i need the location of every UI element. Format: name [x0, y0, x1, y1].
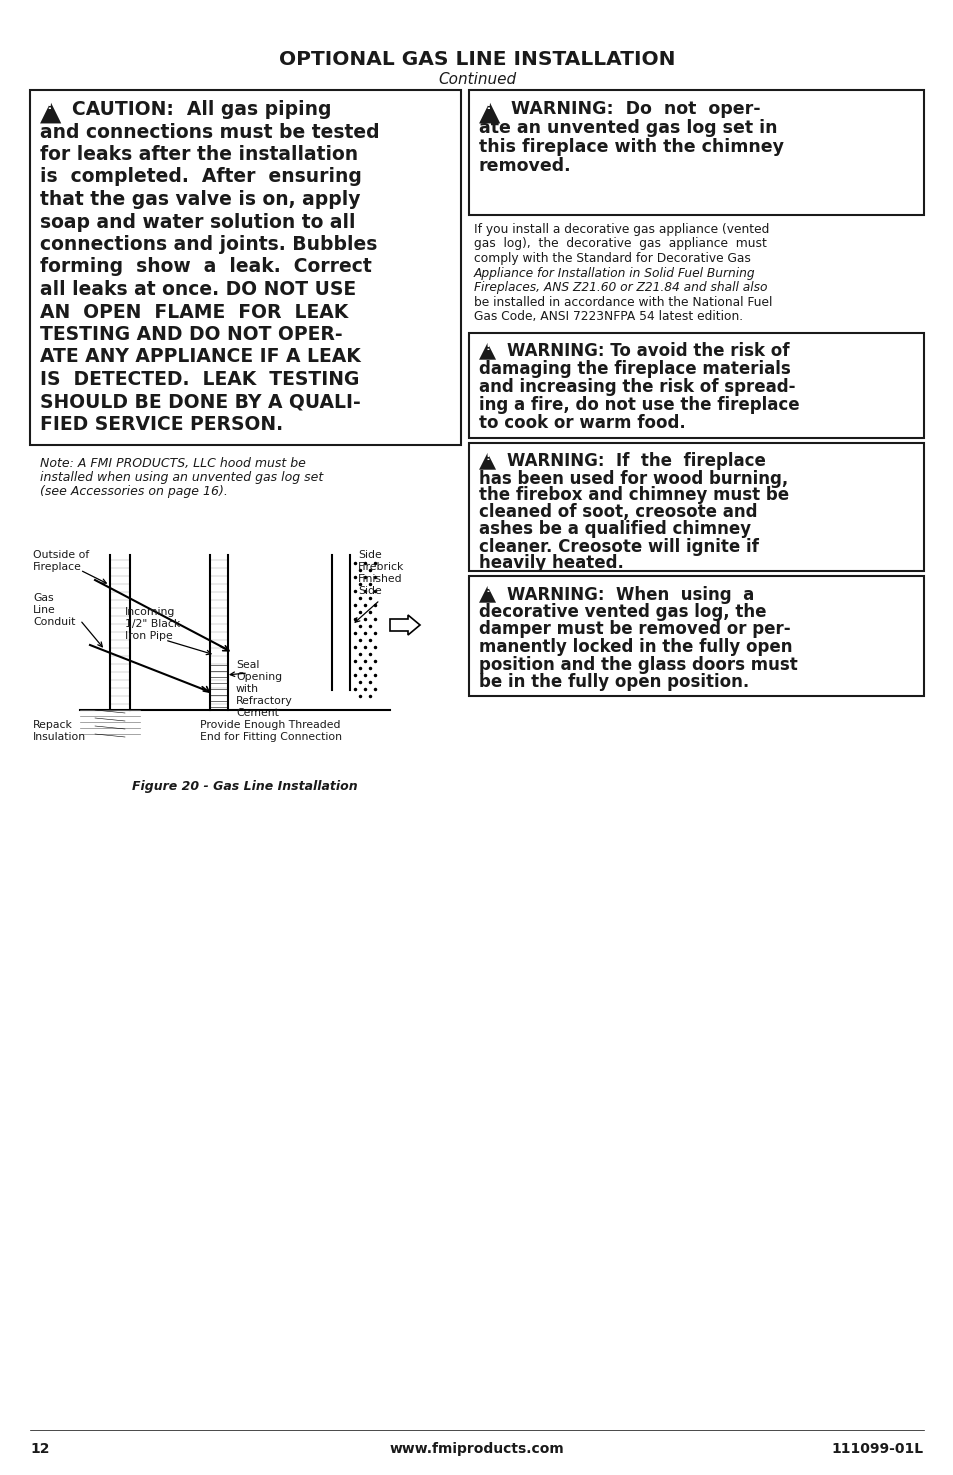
Text: CAUTION:  All gas piping: CAUTION: All gas piping	[71, 100, 331, 119]
Text: WARNING:  When  using  a: WARNING: When using a	[506, 586, 754, 603]
Text: forming  show  a  leak.  Correct: forming show a leak. Correct	[40, 258, 372, 276]
Text: Insulation: Insulation	[33, 732, 86, 742]
Text: manently locked in the fully open: manently locked in the fully open	[478, 639, 792, 656]
Text: that the gas valve is on, apply: that the gas valve is on, apply	[40, 190, 360, 209]
Text: ▲: ▲	[478, 584, 496, 603]
Text: Provide Enough Threaded: Provide Enough Threaded	[200, 720, 340, 730]
Text: !: !	[485, 584, 490, 594]
Text: Side: Side	[357, 586, 381, 596]
Text: www.fmiproducts.com: www.fmiproducts.com	[389, 1443, 564, 1456]
Text: ing a fire, do not use the fireplace: ing a fire, do not use the fireplace	[478, 397, 799, 414]
Text: 1/2" Black: 1/2" Black	[125, 620, 180, 628]
Text: and connections must be tested: and connections must be tested	[40, 122, 379, 142]
Text: damaging the fireplace materials: damaging the fireplace materials	[478, 360, 790, 379]
Text: all leaks at once. DO NOT USE: all leaks at once. DO NOT USE	[40, 280, 355, 299]
Text: Seal: Seal	[235, 659, 259, 670]
Text: be in the fully open position.: be in the fully open position.	[478, 673, 748, 690]
Text: removed.: removed.	[478, 156, 571, 176]
Text: connections and joints. Bubbles: connections and joints. Bubbles	[40, 235, 377, 254]
Text: !: !	[46, 99, 51, 112]
Bar	[30, 90, 460, 445]
Text: FIED SERVICE PERSON.: FIED SERVICE PERSON.	[40, 414, 283, 434]
Bar	[469, 442, 923, 571]
Text: and increasing the risk of spread-: and increasing the risk of spread-	[478, 379, 795, 397]
Text: Outside of: Outside of	[33, 550, 90, 560]
Text: 111099-01L: 111099-01L	[831, 1443, 923, 1456]
Text: ▲: ▲	[478, 341, 496, 360]
Text: ▲: ▲	[478, 450, 496, 471]
Text: gas  log),  the  decorative  gas  appliance  must: gas log), the decorative gas appliance m…	[474, 237, 766, 251]
Text: Finished: Finished	[357, 574, 402, 584]
Text: ▲: ▲	[478, 97, 500, 125]
Text: !: !	[485, 99, 491, 112]
Text: the firebox and chimney must be: the firebox and chimney must be	[478, 487, 788, 504]
Text: OPTIONAL GAS LINE INSTALLATION: OPTIONAL GAS LINE INSTALLATION	[278, 50, 675, 69]
Text: comply with the Standard for Decorative Gas: comply with the Standard for Decorative …	[474, 252, 750, 266]
Text: Appliance for Installation in Solid Fuel Burning: Appliance for Installation in Solid Fuel…	[474, 267, 755, 279]
Text: Cement: Cement	[235, 708, 278, 718]
Text: heavily heated.: heavily heated.	[478, 555, 623, 572]
Text: position and the glass doors must: position and the glass doors must	[478, 655, 797, 674]
Text: Conduit: Conduit	[33, 617, 75, 627]
Text: AN  OPEN  FLAME  FOR  LEAK: AN OPEN FLAME FOR LEAK	[40, 302, 348, 322]
Text: be installed in accordance with the National Fuel: be installed in accordance with the Nati…	[474, 295, 772, 308]
Text: is  completed.  After  ensuring: is completed. After ensuring	[40, 168, 361, 186]
Text: Gas: Gas	[33, 593, 53, 603]
Text: cleaned of soot, creosote and: cleaned of soot, creosote and	[478, 503, 757, 522]
Text: SHOULD BE DONE BY A QUALI-: SHOULD BE DONE BY A QUALI-	[40, 392, 360, 412]
Text: Fireplaces, ANS Z21.60 or Z21.84 and shall also: Fireplaces, ANS Z21.60 or Z21.84 and sha…	[474, 282, 767, 294]
Text: for leaks after the installation: for leaks after the installation	[40, 145, 357, 164]
Text: Fireplace: Fireplace	[33, 562, 82, 572]
Text: Side: Side	[357, 550, 381, 560]
Text: IS  DETECTED.  LEAK  TESTING: IS DETECTED. LEAK TESTING	[40, 370, 359, 389]
Text: WARNING:  Do  not  oper-: WARNING: Do not oper-	[511, 100, 760, 118]
Text: Firebrick: Firebrick	[357, 562, 404, 572]
Text: Iron Pipe: Iron Pipe	[125, 631, 172, 642]
Bar	[469, 332, 923, 438]
Bar	[469, 90, 923, 215]
Text: installed when using an unvented gas log set: installed when using an unvented gas log…	[40, 471, 323, 484]
Text: ATE ANY APPLIANCE IF A LEAK: ATE ANY APPLIANCE IF A LEAK	[40, 348, 360, 366]
Text: WARNING: To avoid the risk of: WARNING: To avoid the risk of	[506, 342, 789, 360]
Text: !: !	[485, 342, 490, 351]
Text: End for Fitting Connection: End for Fitting Connection	[200, 732, 341, 742]
Text: Note: A FMI PRODUCTS, LLC hood must be: Note: A FMI PRODUCTS, LLC hood must be	[40, 457, 306, 471]
Text: Gas Code, ANSI 7223NFPA 54 latest edition.: Gas Code, ANSI 7223NFPA 54 latest editio…	[474, 310, 742, 323]
Text: to cook or warm food.: to cook or warm food.	[478, 414, 685, 432]
Text: has been used for wood burning,: has been used for wood burning,	[478, 469, 787, 488]
Text: this fireplace with the chimney: this fireplace with the chimney	[478, 139, 783, 156]
Text: TESTING AND DO NOT OPER-: TESTING AND DO NOT OPER-	[40, 324, 342, 344]
Text: Figure 20 - Gas Line Installation: Figure 20 - Gas Line Installation	[132, 780, 357, 794]
Text: Refractory: Refractory	[235, 696, 293, 707]
Text: ate an unvented gas log set in: ate an unvented gas log set in	[478, 119, 777, 137]
Text: Incoming: Incoming	[125, 608, 175, 617]
FancyArrow shape	[390, 615, 419, 636]
Text: 12: 12	[30, 1443, 50, 1456]
Text: Line: Line	[33, 605, 55, 615]
Text: Opening: Opening	[235, 673, 282, 681]
Text: !: !	[485, 451, 490, 462]
Text: soap and water solution to all: soap and water solution to all	[40, 212, 355, 232]
Text: Repack: Repack	[33, 720, 72, 730]
Text: damper must be removed or per-: damper must be removed or per-	[478, 621, 790, 639]
Text: Continued: Continued	[437, 72, 516, 87]
Text: WARNING:  If  the  fireplace: WARNING: If the fireplace	[506, 453, 765, 471]
Text: decorative vented gas log, the: decorative vented gas log, the	[478, 603, 765, 621]
Text: (see Accessories on page 16).: (see Accessories on page 16).	[40, 485, 228, 499]
Text: ashes be a qualified chimney: ashes be a qualified chimney	[478, 521, 750, 538]
Text: ▲: ▲	[40, 97, 61, 125]
Text: cleaner. Creosote will ignite if: cleaner. Creosote will ignite if	[478, 537, 758, 556]
Text: with: with	[235, 684, 258, 695]
Text: If you install a decorative gas appliance (vented: If you install a decorative gas applianc…	[474, 223, 768, 236]
Bar	[469, 575, 923, 696]
